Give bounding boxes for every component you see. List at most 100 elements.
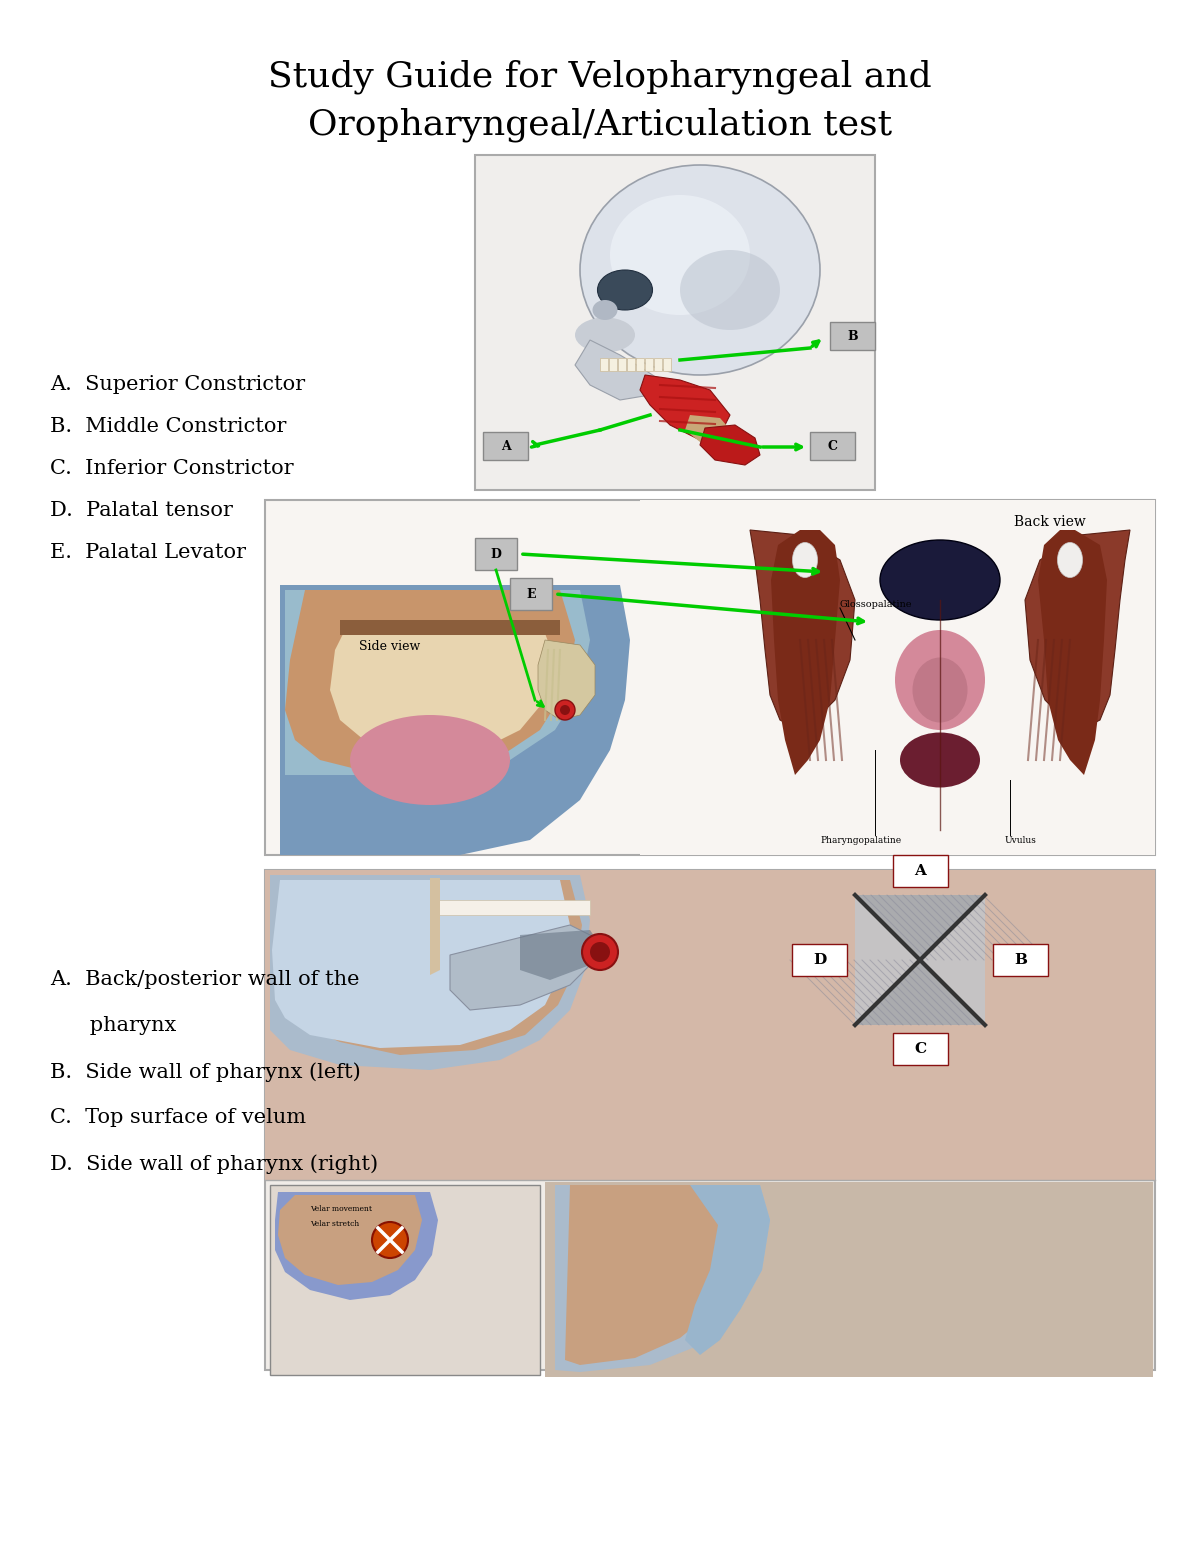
Text: C.  Top surface of velum: C. Top surface of velum: [50, 1107, 306, 1127]
FancyBboxPatch shape: [835, 874, 1006, 1045]
Ellipse shape: [912, 657, 967, 722]
Text: pharynx: pharynx: [50, 1016, 176, 1034]
Text: A: A: [500, 439, 510, 452]
Polygon shape: [575, 340, 660, 401]
Text: B: B: [847, 329, 858, 343]
Ellipse shape: [575, 317, 635, 353]
Polygon shape: [854, 960, 985, 1025]
Text: Pharyngopalatine: Pharyngopalatine: [820, 836, 901, 845]
Ellipse shape: [900, 733, 980, 787]
Text: A.  Back/posterior wall of the: A. Back/posterior wall of the: [50, 971, 360, 989]
FancyBboxPatch shape: [662, 357, 671, 371]
Polygon shape: [330, 620, 554, 755]
FancyBboxPatch shape: [265, 500, 1154, 856]
Polygon shape: [270, 874, 590, 1070]
Polygon shape: [685, 1185, 770, 1356]
Polygon shape: [272, 881, 570, 1048]
Ellipse shape: [680, 250, 780, 329]
Polygon shape: [340, 620, 560, 635]
Circle shape: [590, 943, 610, 961]
Text: D.  Side wall of pharynx (right): D. Side wall of pharynx (right): [50, 1154, 378, 1174]
Ellipse shape: [593, 300, 618, 320]
Polygon shape: [750, 530, 854, 730]
FancyBboxPatch shape: [792, 944, 847, 975]
Ellipse shape: [350, 714, 510, 804]
Polygon shape: [700, 426, 760, 464]
Text: C: C: [828, 439, 838, 452]
Polygon shape: [520, 930, 600, 980]
Text: Glossopalatine: Glossopalatine: [840, 599, 912, 609]
Polygon shape: [275, 1193, 438, 1300]
Polygon shape: [920, 895, 985, 1025]
Text: C: C: [914, 1042, 926, 1056]
Ellipse shape: [580, 165, 820, 374]
FancyBboxPatch shape: [893, 1033, 948, 1065]
Text: Uvulus: Uvulus: [1006, 836, 1037, 845]
FancyBboxPatch shape: [265, 870, 1154, 1180]
FancyBboxPatch shape: [510, 578, 552, 610]
Polygon shape: [278, 1194, 422, 1284]
Ellipse shape: [610, 196, 750, 315]
Polygon shape: [430, 901, 590, 915]
Text: A.  Superior Constrictor: A. Superior Constrictor: [50, 374, 305, 394]
Text: Study Guide for Velopharyngeal and
Oropharyngeal/Articulation test: Study Guide for Velopharyngeal and Oroph…: [268, 61, 932, 143]
FancyBboxPatch shape: [270, 1185, 540, 1374]
Polygon shape: [565, 1185, 755, 1365]
Text: D: D: [812, 954, 826, 968]
Circle shape: [372, 1222, 408, 1258]
Polygon shape: [286, 590, 575, 775]
Polygon shape: [554, 1185, 770, 1371]
FancyBboxPatch shape: [545, 1182, 1153, 1378]
FancyBboxPatch shape: [265, 870, 1154, 1370]
Polygon shape: [450, 926, 600, 1009]
Text: C.  Inferior Constrictor: C. Inferior Constrictor: [50, 460, 294, 478]
Polygon shape: [685, 415, 734, 446]
Text: Side view: Side view: [359, 640, 421, 652]
Ellipse shape: [598, 270, 653, 311]
Polygon shape: [640, 374, 730, 439]
FancyBboxPatch shape: [475, 155, 875, 491]
Text: D: D: [491, 548, 502, 561]
FancyBboxPatch shape: [830, 321, 875, 349]
Polygon shape: [278, 881, 582, 1054]
Ellipse shape: [1057, 542, 1082, 578]
Polygon shape: [1025, 530, 1130, 730]
FancyBboxPatch shape: [654, 357, 661, 371]
FancyBboxPatch shape: [626, 357, 635, 371]
Polygon shape: [280, 585, 630, 856]
Text: Velar movement: Velar movement: [310, 1205, 372, 1213]
Polygon shape: [772, 530, 840, 775]
Text: A: A: [914, 863, 926, 877]
Polygon shape: [286, 590, 590, 775]
FancyBboxPatch shape: [640, 500, 1154, 856]
Circle shape: [554, 700, 575, 721]
Ellipse shape: [895, 631, 985, 730]
FancyBboxPatch shape: [644, 357, 653, 371]
FancyBboxPatch shape: [636, 357, 643, 371]
Polygon shape: [430, 877, 440, 975]
Text: D.  Palatal tensor: D. Palatal tensor: [50, 502, 233, 520]
Ellipse shape: [792, 542, 817, 578]
FancyBboxPatch shape: [810, 432, 854, 460]
Polygon shape: [854, 895, 920, 1025]
FancyBboxPatch shape: [600, 357, 607, 371]
Circle shape: [560, 705, 570, 714]
Text: B.  Middle Constrictor: B. Middle Constrictor: [50, 418, 287, 436]
FancyBboxPatch shape: [608, 357, 617, 371]
FancyBboxPatch shape: [475, 537, 517, 570]
Polygon shape: [854, 895, 985, 960]
FancyBboxPatch shape: [893, 856, 948, 887]
Text: B.  Side wall of pharynx (left): B. Side wall of pharynx (left): [50, 1062, 361, 1082]
Polygon shape: [538, 640, 595, 721]
FancyBboxPatch shape: [994, 944, 1048, 975]
FancyBboxPatch shape: [618, 357, 625, 371]
Text: E: E: [527, 587, 535, 601]
FancyBboxPatch shape: [482, 432, 528, 460]
Ellipse shape: [880, 540, 1000, 620]
Polygon shape: [1038, 530, 1108, 775]
Text: Back view: Back view: [1014, 516, 1086, 530]
Text: Velar stretch: Velar stretch: [310, 1221, 359, 1228]
Circle shape: [582, 933, 618, 971]
Text: E.  Palatal Levator: E. Palatal Levator: [50, 544, 246, 562]
Text: B: B: [1014, 954, 1027, 968]
